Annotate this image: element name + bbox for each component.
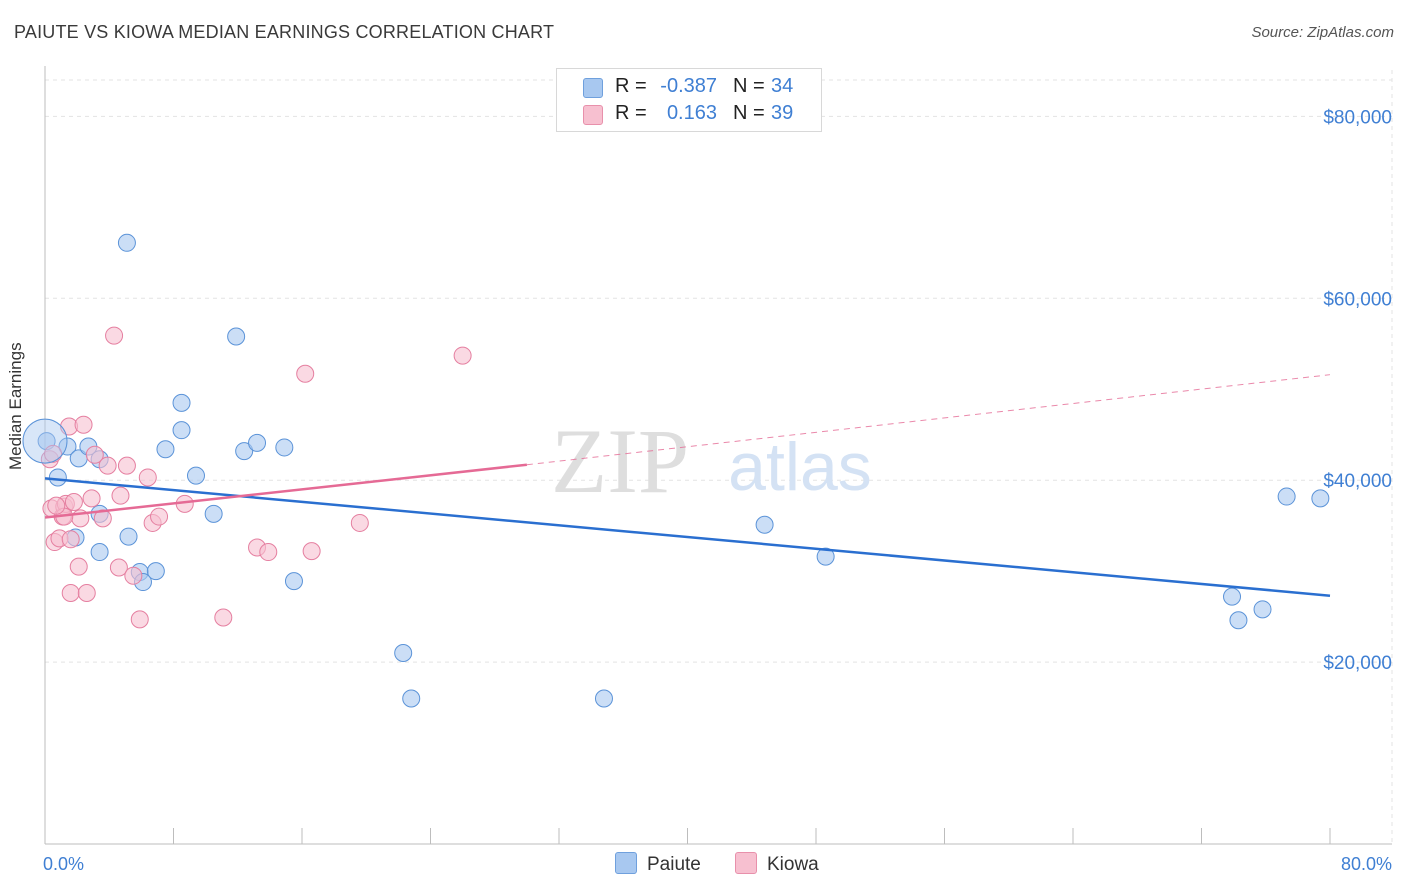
legend-swatch-paiute [583,78,603,98]
legend-n-value: 34 [771,75,794,97]
legend-n-value: 39 [771,102,794,124]
y-tick-label: $80,000 [1323,107,1392,128]
data-point-paiute [186,466,205,485]
y-tick-label: $60,000 [1323,289,1392,310]
data-point-paiute [227,327,246,346]
data-point-paiute [1277,487,1296,506]
data-point-kiowa [111,486,130,505]
data-point-kiowa [93,509,112,528]
y-tick-label: $20,000 [1323,653,1392,674]
trend-line-kiowa [44,463,528,519]
data-point-paiute [235,442,254,461]
data-point-kiowa [302,542,321,561]
data-point-paiute [48,468,67,487]
data-point-kiowa [124,566,143,585]
data-point-paiute [1311,489,1330,508]
legend-row-kiowa: R = 0.163 N = 39 [557,100,821,128]
data-point-paiute [248,433,267,452]
data-point-kiowa [150,507,169,526]
data-point-paiute [119,527,138,546]
data-point-paiute [172,421,191,440]
data-point-paiute [284,572,303,591]
data-point-kiowa [64,493,83,512]
data-point-kiowa [109,558,128,577]
data-point-paiute [90,543,109,562]
data-point-paiute [755,515,774,534]
legend-r-label: R = [615,102,647,124]
data-point-kiowa [44,444,63,463]
legend-n-label: N = [733,75,765,97]
data-point-kiowa [350,513,369,532]
data-point-kiowa [47,496,66,515]
chart-title: PAIUTE VS KIOWA MEDIAN EARNINGS CORRELAT… [14,22,555,42]
data-point-kiowa [130,610,149,629]
data-point-paiute [402,689,421,708]
y-tick-label: $40,000 [1323,471,1392,492]
kiowa-swatch-icon [735,852,757,874]
legend-r-label: R = [615,75,647,97]
data-point-kiowa [259,543,278,562]
series-paiute [37,233,1330,708]
trend-line-paiute [44,477,1331,597]
bottom-legend-kiowa: Kiowa [735,852,819,876]
data-point-kiowa [98,456,117,475]
data-point-paiute [1223,587,1242,606]
data-point-kiowa [77,583,96,602]
legend-row-paiute: R = -0.387 N = 34 [557,73,821,101]
data-point-paiute [58,437,77,456]
trend-lines [44,374,1331,597]
data-point-paiute [172,393,191,412]
bottom-legend-paiute-label: Paiute [647,854,701,875]
data-point-paiute [394,644,413,662]
grid-lines [45,70,1393,844]
bottom-legend-paiute: Paiute [615,852,701,876]
data-point-paiute [1229,611,1248,630]
watermark-atlas: atlas [728,429,872,505]
data-point-kiowa [74,415,93,434]
bottom-legend-kiowa-label: Kiowa [767,854,819,875]
data-point-kiowa [61,583,80,602]
data-point-kiowa [105,326,124,345]
legend-r-value: -0.387 [660,75,717,97]
data-point-kiowa [61,530,80,549]
legend-r-value: 0.163 [666,102,717,124]
watermark-zip: ZIP [551,410,689,512]
x-tick-label-max: 80.0% [1341,854,1392,874]
legend-n-label: N = [733,102,765,124]
data-point-paiute [204,504,223,523]
source-label: Source: ZipAtlas.com [1251,24,1394,41]
x-tick-label-min: 0.0% [43,854,84,874]
data-point-kiowa [453,346,472,365]
tick-labels: $20,000 $40,000 $60,000 $80,000 0.0% 80.0% [43,107,1392,874]
data-point-kiowa [69,557,88,576]
legend: R = -0.387 N = 34 R = 0.163 N = 39 [556,68,822,132]
data-point-paiute [156,440,175,459]
data-point-kiowa [85,445,104,464]
data-point-kiowa [117,456,136,475]
data-point-paiute [1253,600,1272,619]
data-point-paiute [146,562,165,581]
data-point-paiute [816,547,835,566]
data-point-paiute-large [22,418,68,464]
data-point-kiowa [138,468,157,487]
trend-extension-kiowa [526,374,1331,466]
data-point-kiowa [82,489,101,508]
data-point-kiowa [296,364,315,383]
data-point-paiute [594,689,613,708]
data-point-paiute [117,233,136,252]
legend-swatch-kiowa [583,105,603,125]
paiute-swatch-icon [615,852,637,874]
data-point-kiowa [214,608,233,627]
data-point-paiute [275,438,294,457]
